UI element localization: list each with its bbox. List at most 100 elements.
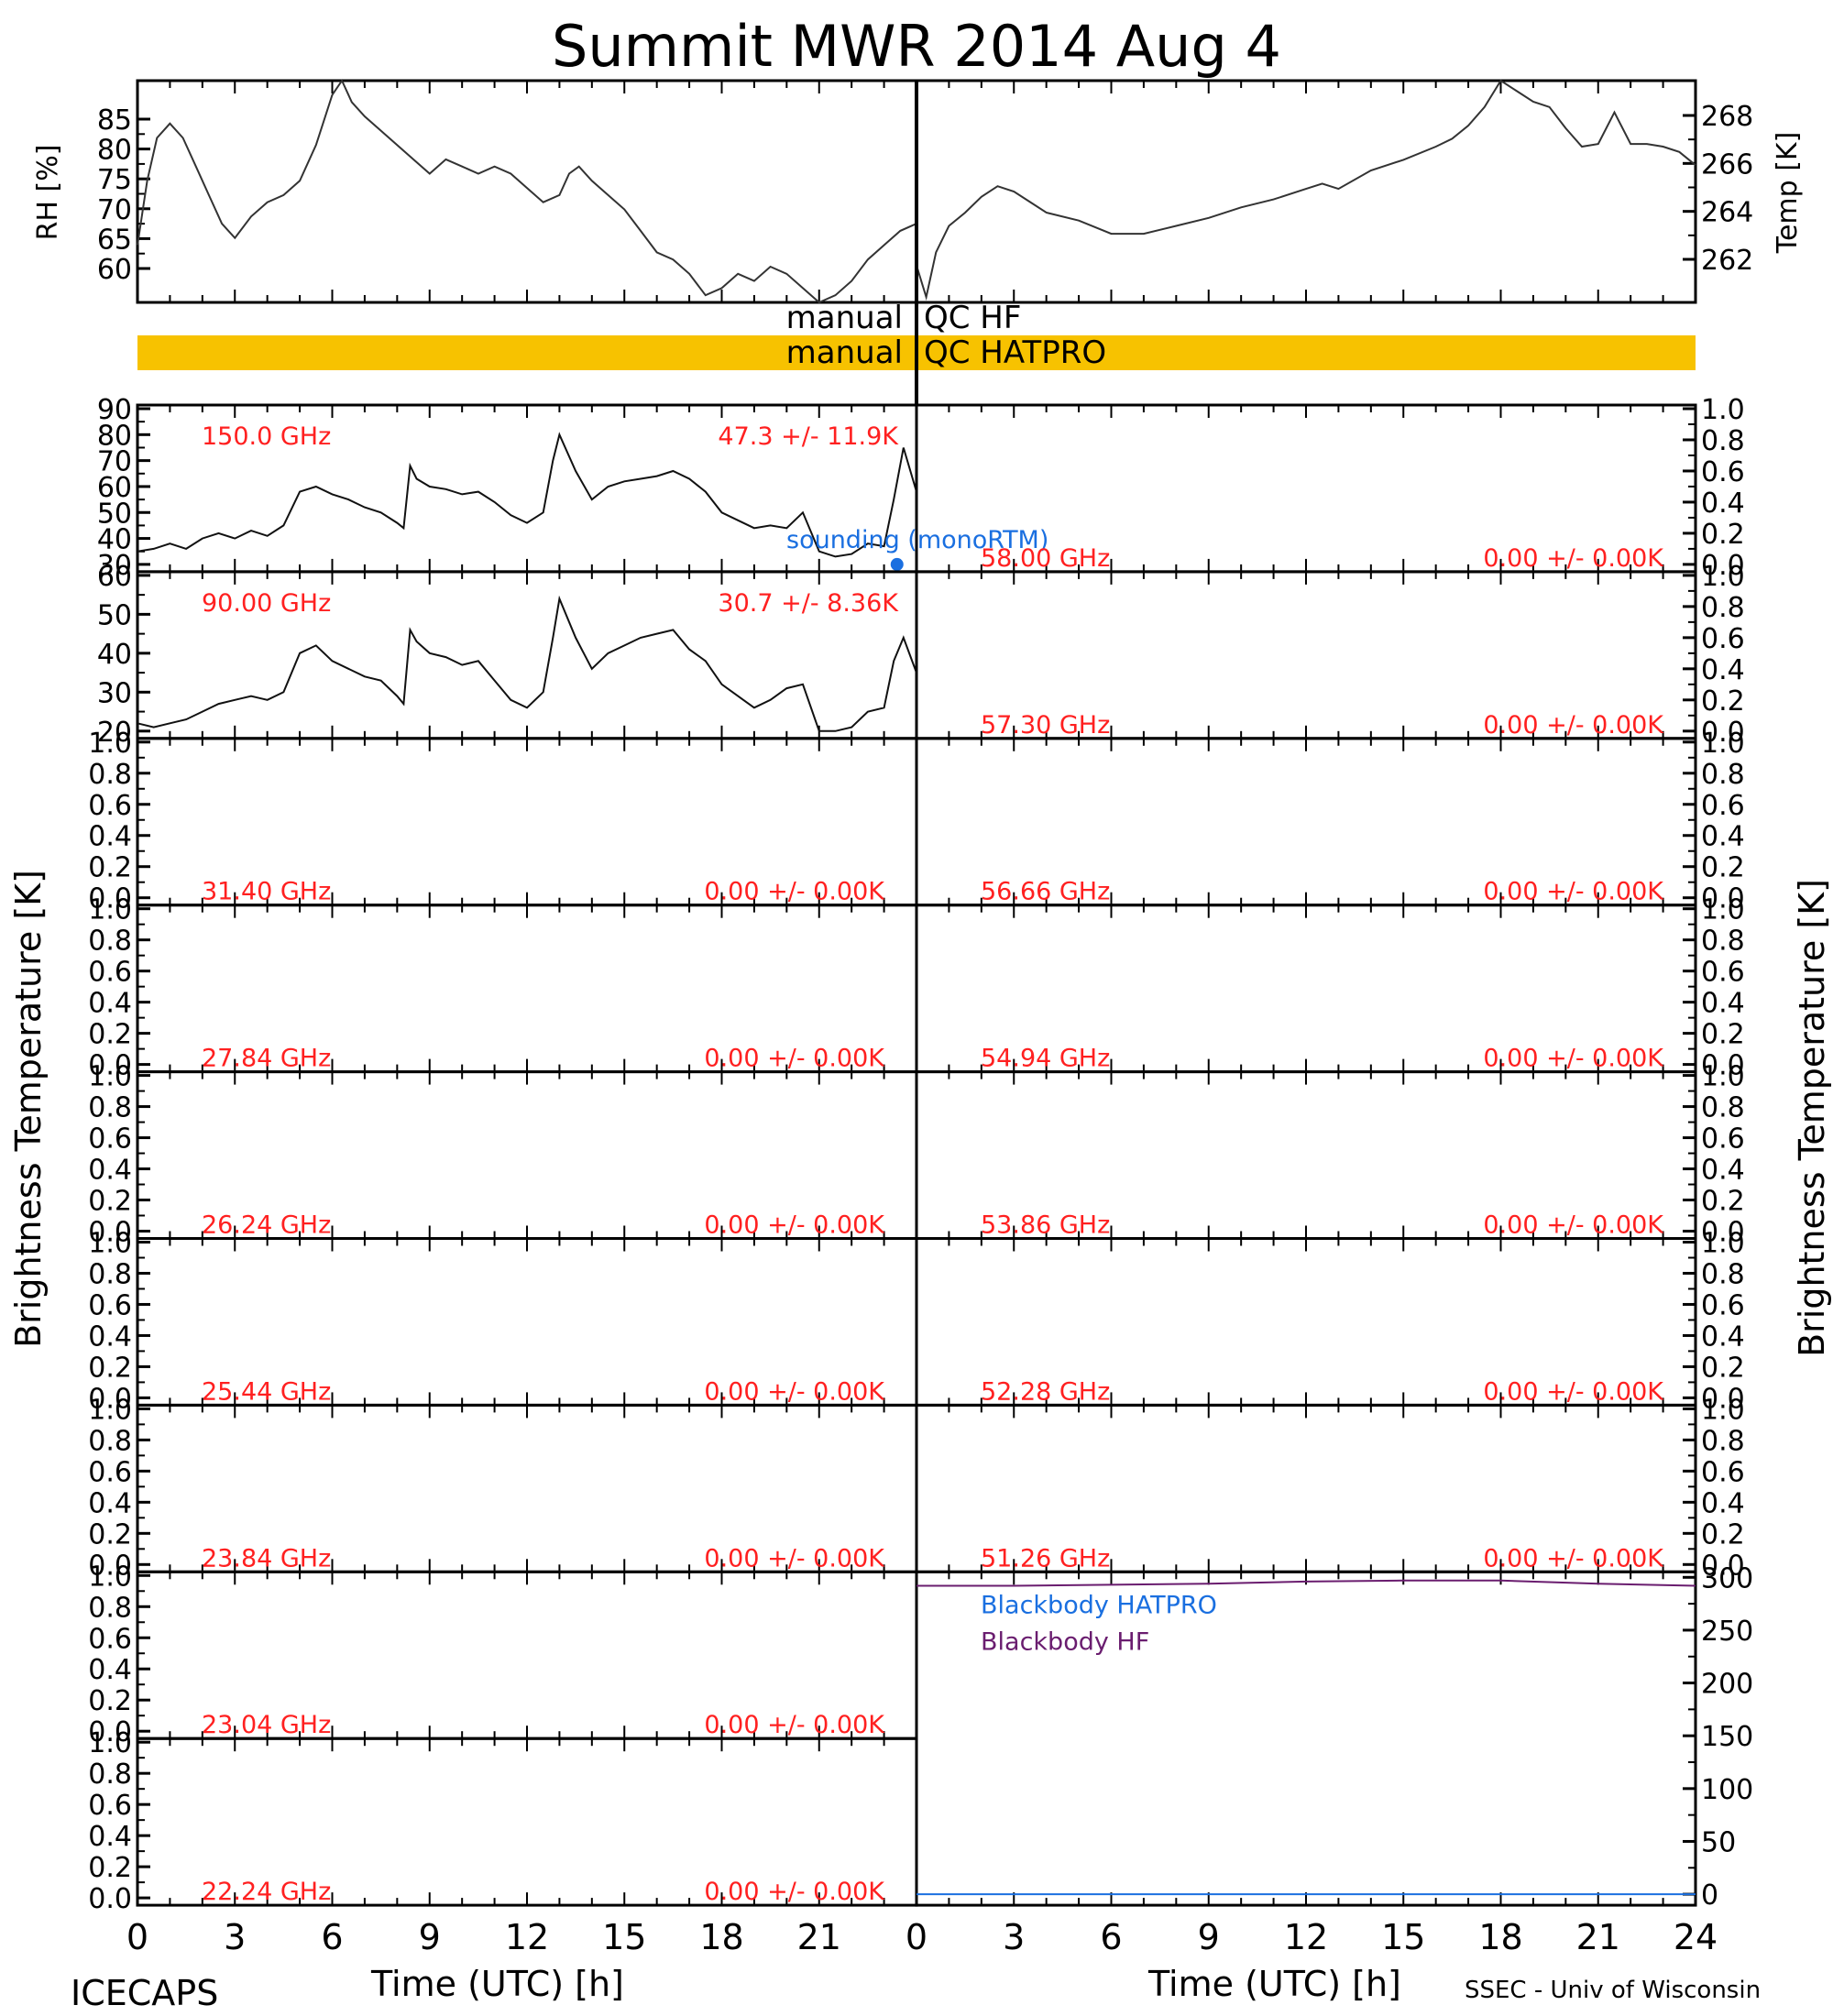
x-tick-label-right: 21 [1576, 1917, 1620, 1957]
tb-left-6-y-tick-label: 0.6 [88, 1456, 132, 1488]
channel-stat-right: 0.00 +/- 0.00K [1483, 544, 1664, 573]
tb-left-8-y-tick-label: 1.0 [88, 1727, 132, 1759]
tb-right-1-y-tick-label: 1.0 [1701, 561, 1745, 593]
temp-series-line [916, 79, 1696, 301]
temp-y-tick-label: 268 [1701, 101, 1753, 133]
channel-stat-left: 0.00 +/- 0.00K [704, 1878, 885, 1906]
tb-right-3-y-tick-label: 0.4 [1701, 988, 1745, 1020]
tb-right-4-y-tick-label: 0.8 [1701, 1092, 1745, 1124]
tb-right-3-y-tick-label: 0.8 [1701, 926, 1745, 958]
bb-y-tick-label: 300 [1701, 1562, 1753, 1594]
x-tick-label-right: 0 [906, 1917, 927, 1957]
right-side-label: Brightness Temperature [K] [1792, 879, 1832, 1357]
tb-left-6-y-tick-label: 0.0 [88, 1550, 132, 1582]
x-tick-label-left: 21 [797, 1917, 841, 1957]
x-tick-label-right: 6 [1100, 1917, 1122, 1957]
tb-left-8-y-tick-label: 0.8 [88, 1759, 132, 1791]
legend-blackbody-hf: Blackbody HF [981, 1627, 1149, 1656]
tb-right-3-y-tick-label: 0.6 [1701, 957, 1745, 989]
tb-right-2-y-tick-label: 0.8 [1701, 759, 1745, 791]
rh-y-tick-label: 85 [97, 104, 132, 137]
x-tick-label-right: 3 [1003, 1917, 1025, 1957]
x-axis-label-right: Time (UTC) [h] [1147, 1964, 1401, 2004]
x-tick-label-left: 15 [602, 1917, 646, 1957]
rh-y-tick-label: 75 [97, 164, 132, 196]
tb90-y-tick-label: 60 [97, 561, 132, 593]
temp-y-tick-label: 266 [1701, 148, 1753, 181]
bb-y-tick-label: 100 [1701, 1774, 1753, 1806]
blackbody-panel-frame [915, 1570, 1697, 1907]
channel-label-left: 25.44 GHz [202, 1377, 331, 1406]
tb-left-4-y-tick-label: 0.0 [88, 1217, 132, 1249]
tb-left-3-y-tick-label: 0.8 [88, 926, 132, 958]
channel-stat-left: 0.00 +/- 0.00K [704, 1711, 885, 1739]
tb-left-4-y-tick-label: 0.6 [88, 1123, 132, 1156]
footer-ssec: SSEC - Univ of Wisconsin [1465, 1977, 1761, 2004]
tb150-stat: 47.3 +/- 11.9K [718, 422, 899, 451]
tb-left-7-y-tick-label: 0.4 [88, 1654, 132, 1686]
tb-right-0-y-tick-label: 0.8 [1701, 425, 1745, 457]
x-tick-label-right: 24 [1674, 1917, 1718, 1957]
temp-axis-label: Temp [K] [1772, 132, 1804, 255]
tb-right-4-y-tick-label: 0.0 [1701, 1217, 1745, 1249]
tb-left-4-y-tick-label: 0.2 [88, 1186, 132, 1218]
bb-y-tick-label: 250 [1701, 1616, 1753, 1648]
tb-right-6-y-tick-label: 0.8 [1701, 1425, 1745, 1457]
tb-right-1-y-tick-label: 0.0 [1701, 717, 1745, 749]
channel-label-left: 26.24 GHz [202, 1211, 331, 1240]
rh-panel-frame [136, 79, 918, 304]
tb-right-1-y-tick-label: 0.4 [1701, 654, 1745, 686]
tb-right-2-y-tick-label: 0.4 [1701, 821, 1745, 853]
channel-stat-right: 0.00 +/- 0.00K [1483, 711, 1664, 740]
tb-right-5-y-tick-label: 0.8 [1701, 1258, 1745, 1290]
tb-right-5-y-tick-label: 1.0 [1701, 1228, 1745, 1260]
tb-right-3-y-tick-label: 0.2 [1701, 1019, 1745, 1051]
tb150-series-line [137, 432, 917, 558]
tb-left-6-y-tick-label: 0.4 [88, 1487, 132, 1519]
channel-stat-right: 0.00 +/- 0.00K [1483, 878, 1664, 906]
x-axis-label-left: Time (UTC) [h] [370, 1964, 624, 2004]
tb-right-0-y-tick-label: 1.0 [1701, 394, 1745, 426]
x-tick-label-left: 12 [505, 1917, 549, 1957]
tb-right-5-y-tick-label: 0.6 [1701, 1289, 1745, 1321]
rh-y-tick-label: 70 [97, 194, 132, 226]
tb-left-3-y-tick-label: 0.4 [88, 988, 132, 1020]
tb90-series-line [137, 595, 917, 732]
tb-right-5-y-tick-label: 0.0 [1701, 1383, 1745, 1415]
tb-left-4-y-tick-label: 1.0 [88, 1061, 132, 1093]
temp-y-tick-label: 262 [1701, 245, 1753, 277]
x-tick-label-left: 6 [321, 1917, 343, 1957]
tb-right-6-y-tick-label: 0.4 [1701, 1487, 1745, 1519]
tb-right-5-y-tick-label: 0.2 [1701, 1352, 1745, 1384]
tb-right-5-y-tick-label: 0.4 [1701, 1320, 1745, 1353]
x-tick-label-left: 0 [126, 1917, 148, 1957]
rh-y-tick-label: 60 [97, 254, 132, 286]
tb150-label: 150.0 GHz [202, 422, 331, 451]
tb-right-6-y-tick-label: 0.2 [1701, 1518, 1745, 1550]
tb-right-6-y-tick-label: 1.0 [1701, 1394, 1745, 1426]
tb-right-1-y-tick-label: 0.2 [1701, 685, 1745, 718]
bb-y-tick-label: 200 [1701, 1669, 1753, 1701]
temp-y-tick-label: 264 [1701, 197, 1753, 229]
tb-right-6-y-tick-label: 0.6 [1701, 1456, 1745, 1488]
qc-hatpro-left-label: manual [786, 334, 903, 371]
tb-left-2-y-tick-label: 1.0 [88, 728, 132, 760]
temp-panel-frame [915, 79, 1697, 304]
tb-right-2-y-tick-label: 0.0 [1701, 883, 1745, 915]
tb-right-4-y-tick-label: 0.4 [1701, 1155, 1745, 1187]
x-tick-label-right: 15 [1381, 1917, 1425, 1957]
channel-label-right: 53.86 GHz [981, 1211, 1110, 1240]
tb-left-7-y-tick-label: 0.6 [88, 1623, 132, 1655]
tb-left-7-y-tick-label: 1.0 [88, 1561, 132, 1593]
tb-right-0-y-tick-label: 0.4 [1701, 488, 1745, 520]
tb-right-0-y-tick-label: 0.6 [1701, 456, 1745, 488]
channel-stat-left: 0.00 +/- 0.00K [704, 1211, 885, 1240]
tb-left-2-y-tick-label: 0.8 [88, 759, 132, 791]
tb-left-5-y-tick-label: 1.0 [88, 1228, 132, 1260]
footer-icecaps: ICECAPS [71, 1973, 218, 2013]
bb-y-tick-label: 150 [1701, 1721, 1753, 1753]
tb-left-6-y-tick-label: 0.8 [88, 1425, 132, 1457]
qc-hatpro-right-label: QC HATPRO [924, 334, 1106, 371]
tb-right-6-y-tick-label: 0.0 [1701, 1550, 1745, 1582]
tb-left-7-y-tick-label: 0.2 [88, 1685, 132, 1717]
